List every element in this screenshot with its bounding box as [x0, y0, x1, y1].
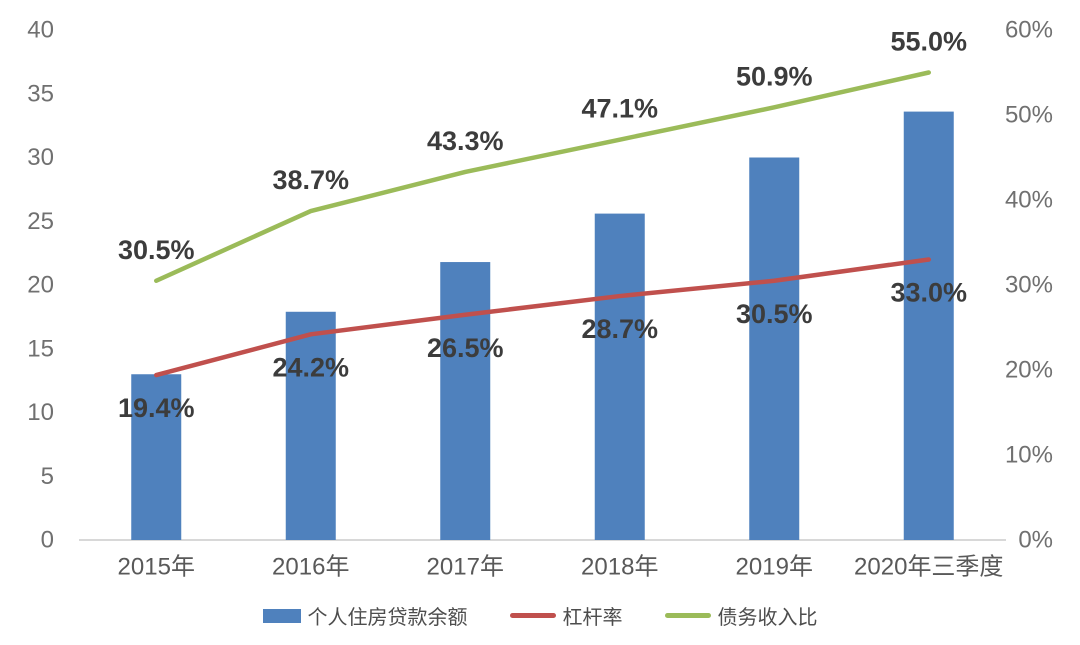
x-axis-label-2017年: 2017年 [427, 554, 504, 581]
x-axis-label-2018年: 2018年 [581, 554, 658, 581]
data-label-债务收入比-2016年: 38.7% [272, 165, 349, 195]
bar-2020年三季度 [903, 111, 954, 540]
data-label-杠杆率-2017年: 26.5% [427, 333, 504, 363]
data-label-债务收入比-2017年: 43.3% [427, 126, 504, 156]
bar-2015年 [131, 374, 182, 540]
right-axis-tick-10%: 10% [1005, 442, 1053, 469]
right-axis-tick-20%: 20% [1005, 357, 1053, 384]
right-axis-tick-40%: 40% [1005, 187, 1053, 214]
left-axis-tick-5: 5 [41, 463, 54, 490]
legend-line-swatch-red [509, 613, 556, 618]
data-label-债务收入比-2018年: 47.1% [581, 94, 658, 124]
line-杠杆率 [154, 257, 931, 378]
left-axis-tick-15: 15 [27, 335, 54, 362]
bar-2017年 [440, 262, 491, 540]
legend-line-swatch-green [664, 613, 711, 618]
legend-label-leverage-ratio: 杠杆率 [562, 607, 623, 629]
x-axis-label-2020年三季度: 2020年三季度 [854, 554, 1003, 581]
legend-bar-swatch [262, 608, 301, 623]
bar-2019年 [749, 157, 800, 540]
legend-label-debt-income-ratio: 债务收入比 [717, 607, 818, 629]
chart-legend: 个人住房贷款余额 杠杆率 债务收入比 [0, 601, 1080, 630]
legend-item-debt-income-ratio: 债务收入比 [664, 601, 818, 630]
x-axis-label-2016年: 2016年 [272, 554, 349, 581]
left-axis-tick-0: 0 [41, 527, 54, 554]
data-label-杠杆率-2019年: 30.5% [736, 299, 813, 329]
x-axis-label-2015年: 2015年 [118, 554, 195, 581]
data-label-债务收入比-2020年三季度: 55.0% [890, 27, 967, 57]
left-axis-tick-30: 30 [27, 144, 54, 171]
data-label-债务收入比-2015年: 30.5% [118, 235, 195, 265]
right-axis-tick-30%: 30% [1005, 272, 1053, 299]
data-label-杠杆率-2015年: 19.4% [118, 393, 195, 423]
bar-2018年 [594, 213, 645, 540]
legend-item-housing-loan-balance: 个人住房贷款余额 [262, 601, 468, 630]
left-axis-tick-10: 10 [27, 399, 54, 426]
data-label-债务收入比-2019年: 50.9% [736, 61, 813, 91]
left-axis-tick-25: 25 [27, 208, 54, 235]
right-axis-tick-0%: 0% [1018, 527, 1053, 554]
data-label-杠杆率-2018年: 28.7% [581, 314, 658, 344]
left-axis-tick-40: 40 [27, 17, 54, 44]
data-label-杠杆率-2020年三季度: 33.0% [890, 278, 967, 308]
data-label-杠杆率-2016年: 24.2% [272, 352, 349, 382]
x-axis-label-2019年: 2019年 [736, 554, 813, 581]
bar-2016年 [285, 311, 336, 540]
legend-label-housing-loan-balance: 个人住房贷款余额 [307, 607, 468, 629]
right-axis-tick-60%: 60% [1005, 17, 1053, 44]
line-债务收入比 [154, 70, 931, 283]
left-axis-tick-35: 35 [27, 80, 54, 107]
right-axis-tick-50%: 50% [1005, 102, 1053, 129]
legend-item-leverage-ratio: 杠杆率 [509, 601, 623, 630]
left-axis-tick-20: 20 [27, 272, 54, 299]
